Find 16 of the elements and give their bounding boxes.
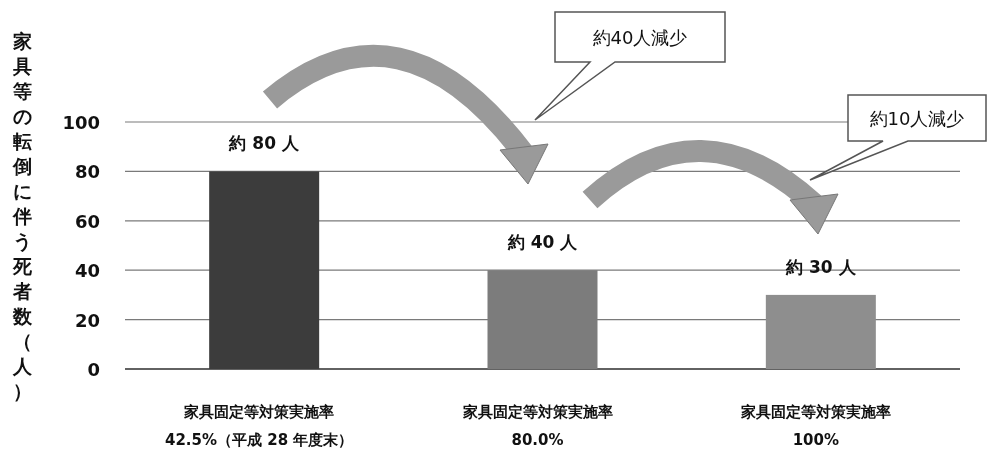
- y-tick-label: 60: [74, 210, 100, 232]
- y-tick-label: 40: [74, 260, 100, 282]
- y-tick-label: 0: [87, 359, 100, 380]
- y-tick-label: 20: [74, 309, 100, 331]
- bar: [765, 294, 876, 369]
- x-tick-label: 家具固定等対策実施率 100%: [739, 403, 891, 449]
- text: 家具等の転倒に伴う死者数（人）: [12, 30, 32, 402]
- annotation: 約10人減少: [869, 108, 965, 129]
- data-label: 約 40 人: [506, 232, 579, 253]
- text: 約40人減少: [592, 27, 688, 48]
- y-tick-label: 100: [62, 112, 100, 133]
- x-tick-label: 家具固定等対策実施率 42.5%（平成 28 年度末）: [164, 403, 354, 449]
- data-label: 約 30 人: [785, 256, 857, 277]
- y-tick-label: 80: [74, 161, 100, 183]
- x-tick-label: 家具固定等対策実施率 80.0%: [461, 403, 613, 449]
- data-label: 約 80 人: [228, 133, 300, 154]
